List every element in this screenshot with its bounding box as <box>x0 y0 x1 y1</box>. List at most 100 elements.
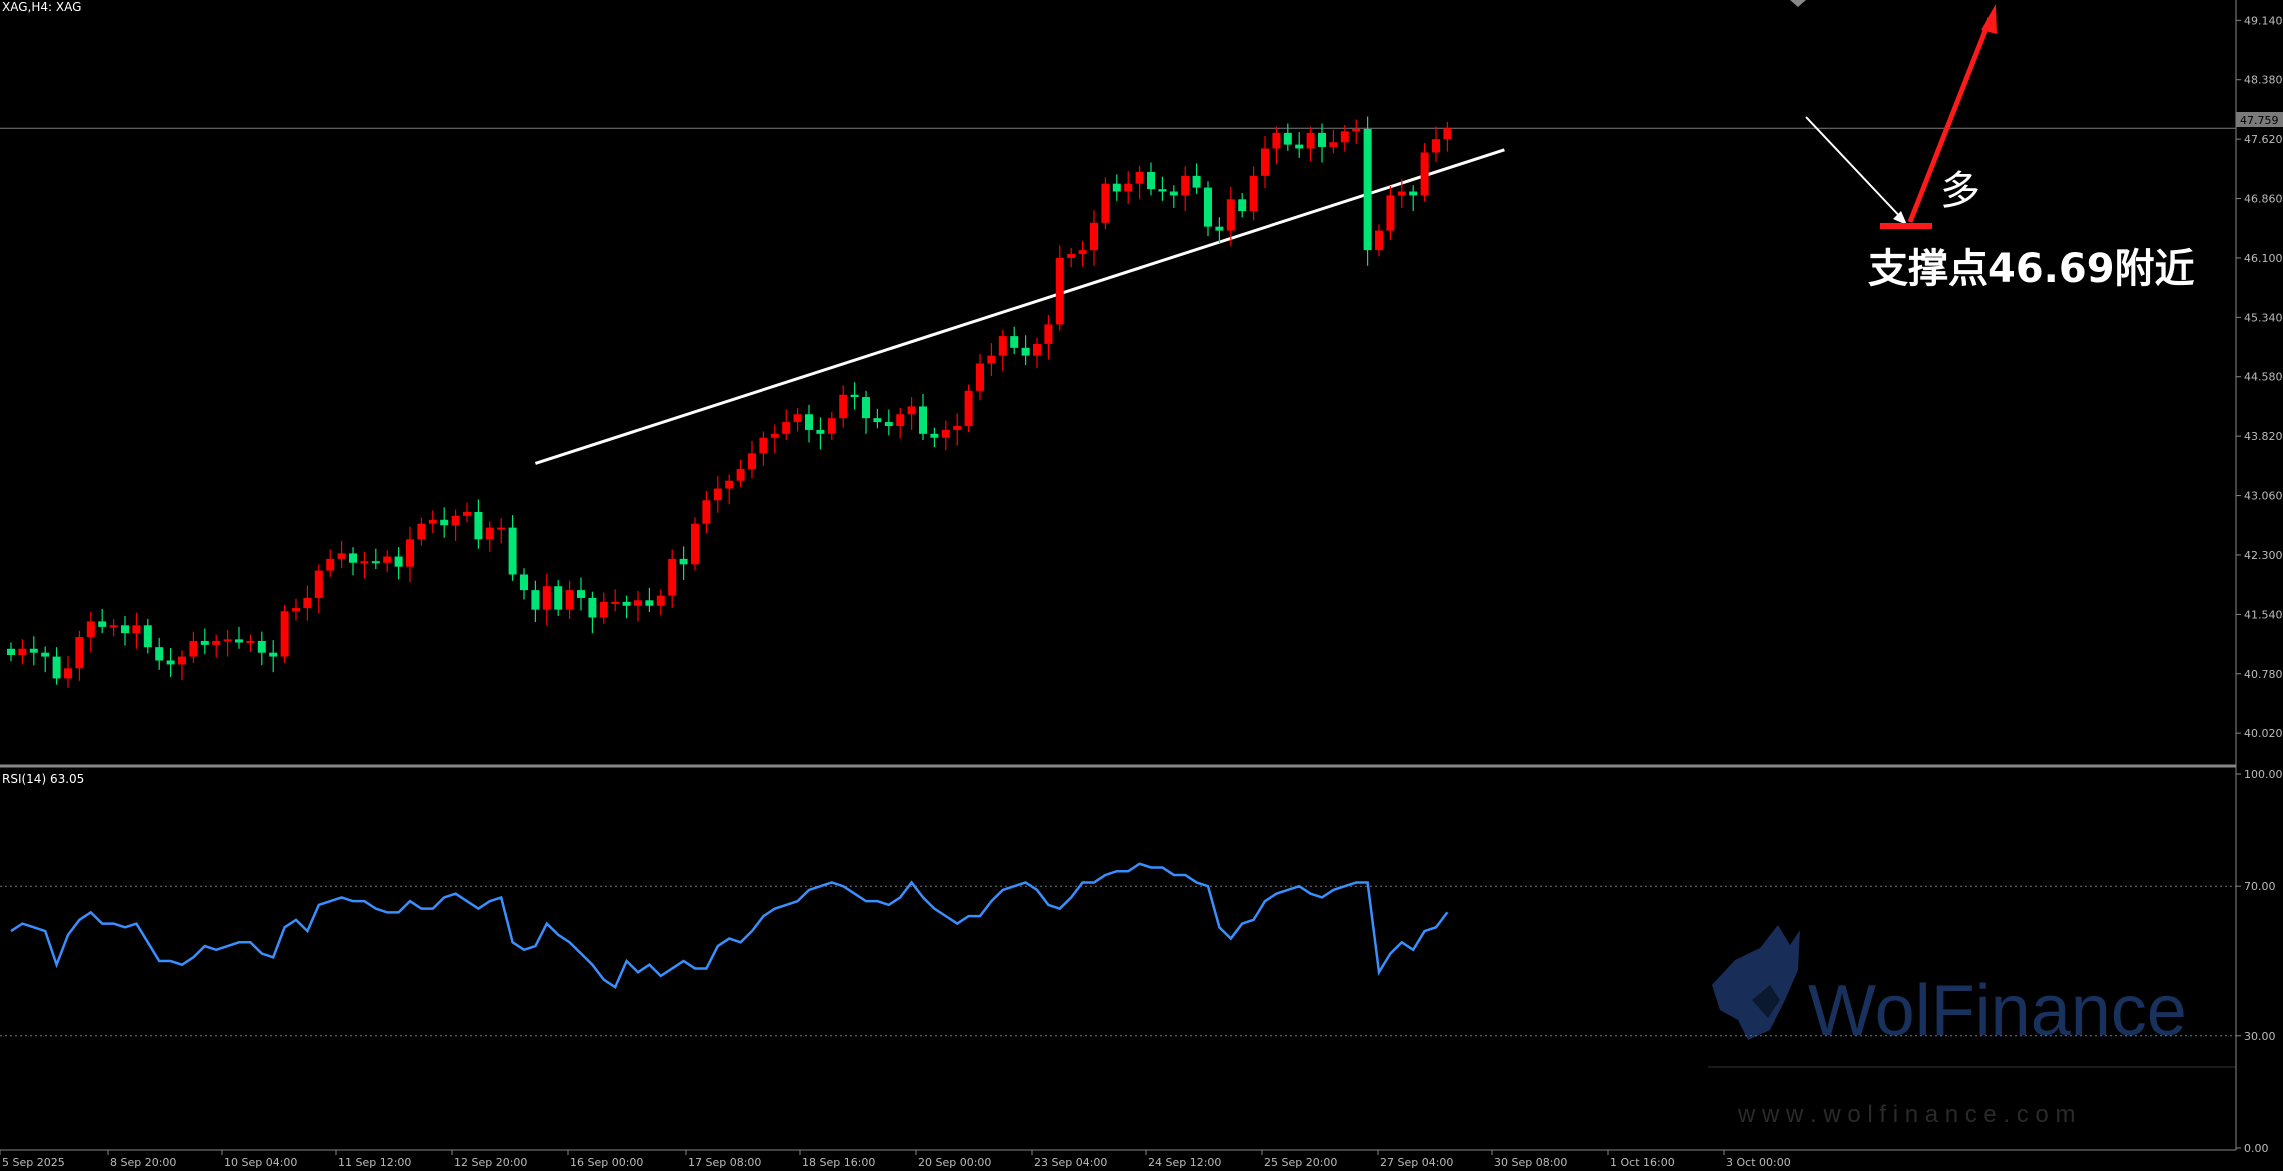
candle-body <box>337 553 346 559</box>
rsi-tick-label: 70.00 <box>2244 880 2276 893</box>
rsi-tick-label: 100.00 <box>2244 768 2283 781</box>
candle-body <box>748 453 756 469</box>
candle-body <box>839 394 848 419</box>
candle-body <box>1352 128 1361 132</box>
candle-body <box>394 556 403 567</box>
time-tick-label: 25 Sep 20:00 <box>1264 1156 1337 1169</box>
candle-body <box>189 640 198 657</box>
price-tick-label: 46.860 <box>2244 193 2283 206</box>
price-grid <box>0 0 2237 1151</box>
candle-body <box>1215 226 1224 231</box>
candle-body <box>987 355 996 364</box>
chart-shift-marker-icon <box>1790 0 1806 7</box>
candle-body <box>713 488 722 501</box>
watermark: WolFinance w w w . w o l f i n a n c e .… <box>1708 925 2236 1128</box>
candle-body <box>941 429 950 438</box>
candle-body <box>611 601 620 604</box>
candle-body <box>200 640 209 645</box>
candle-body <box>976 363 984 391</box>
candle-body <box>805 414 813 430</box>
candle-body <box>143 625 152 648</box>
candle-body <box>702 500 711 524</box>
candle-body <box>1329 142 1338 147</box>
price-axis: 49.140 48.380 47.620 46.860 46.100 45.340 44.5… <box>2236 14 2283 740</box>
candle-body <box>645 600 654 606</box>
candle-body <box>485 527 494 540</box>
up-move-arrowhead-icon <box>1981 4 1997 34</box>
candle-body <box>850 394 859 398</box>
watermark-url: w w w . w o l f i n a n c e . c o m <box>1737 1101 2075 1128</box>
candle-body <box>520 574 528 591</box>
candle-body <box>497 527 506 530</box>
candle-body <box>508 527 517 575</box>
candle-body <box>1147 171 1155 190</box>
candle-body <box>725 480 734 489</box>
candle-body <box>930 433 939 438</box>
rsi-tick-label: 0.00 <box>2244 1142 2269 1155</box>
time-tick-label: 12 Sep 20:00 <box>454 1156 527 1169</box>
time-tick-label: 8 Sep 20:00 <box>110 1156 176 1169</box>
candlestick-series <box>7 116 1452 688</box>
candle-body <box>223 639 232 642</box>
candle-body <box>121 625 129 634</box>
candle-body <box>246 640 255 643</box>
candle-body <box>109 625 118 628</box>
candle-body <box>759 437 768 454</box>
candle-body <box>736 468 745 481</box>
candle-body <box>178 656 186 665</box>
candle-body <box>29 648 38 653</box>
candle-body <box>360 561 369 564</box>
candle-body <box>52 656 61 679</box>
candle-body <box>1204 187 1212 227</box>
rsi-line <box>10 862 1449 990</box>
candle-body <box>1238 199 1247 212</box>
candle-body <box>417 523 426 540</box>
candle-body <box>1397 191 1406 196</box>
candle-body <box>474 511 483 540</box>
candle-body <box>314 570 323 598</box>
candle-body <box>793 414 802 423</box>
candle-body <box>827 418 836 434</box>
candle-body <box>428 519 437 524</box>
candle-body <box>75 637 84 669</box>
candle-body <box>531 590 540 610</box>
time-axis: 5 Sep 2025 8 Sep 20:00 10 Sep 04:00 11 Sep … <box>0 1150 1791 1169</box>
down-move-arrowhead-icon <box>1893 211 1907 225</box>
candle-body <box>1044 324 1053 344</box>
symbol-label: XAG,H4: XAG <box>2 0 81 14</box>
candle-body <box>1010 336 1019 348</box>
time-tick-label: 18 Sep 16:00 <box>802 1156 875 1169</box>
watermark-brand: WolFinance <box>1808 971 2187 1051</box>
candle-body <box>1158 189 1167 192</box>
candle-body <box>1135 171 1144 184</box>
price-tick-label: 41.540 <box>2244 608 2283 621</box>
candle-body <box>1375 230 1383 251</box>
candle-body <box>588 597 597 618</box>
trendline-layer <box>534 148 1505 465</box>
candle-body <box>292 608 300 612</box>
price-tick-label: 46.100 <box>2244 252 2283 265</box>
candle-body <box>451 515 460 526</box>
candle-body <box>383 556 392 563</box>
rsi-panel: 100.00 70.00 30.00 0.00 <box>0 768 2283 1155</box>
candle-body <box>679 558 688 565</box>
time-tick-label: 24 Sep 12:00 <box>1148 1156 1221 1169</box>
down-move-arrow <box>1805 116 1906 223</box>
candle-body <box>770 433 779 438</box>
candle-body <box>634 600 642 606</box>
candle-body <box>1432 139 1440 153</box>
current-price-tag: 47.759 <box>2236 112 2283 127</box>
candle-body <box>155 647 164 661</box>
candle-body <box>280 611 289 657</box>
candle-body <box>1192 175 1201 188</box>
candle-body <box>907 406 916 415</box>
annotations: 多 支撑点46.69附近 <box>1805 4 2195 292</box>
time-tick-label: 5 Sep 2025 <box>2 1156 65 1169</box>
candle-body <box>998 336 1007 356</box>
candle-body <box>1033 343 1041 356</box>
candle-body <box>554 586 563 610</box>
candle-body <box>656 595 665 606</box>
up-move-arrow <box>1907 17 1993 223</box>
price-tick-label: 43.060 <box>2244 490 2283 503</box>
time-tick-label: 23 Sep 04:00 <box>1034 1156 1107 1169</box>
